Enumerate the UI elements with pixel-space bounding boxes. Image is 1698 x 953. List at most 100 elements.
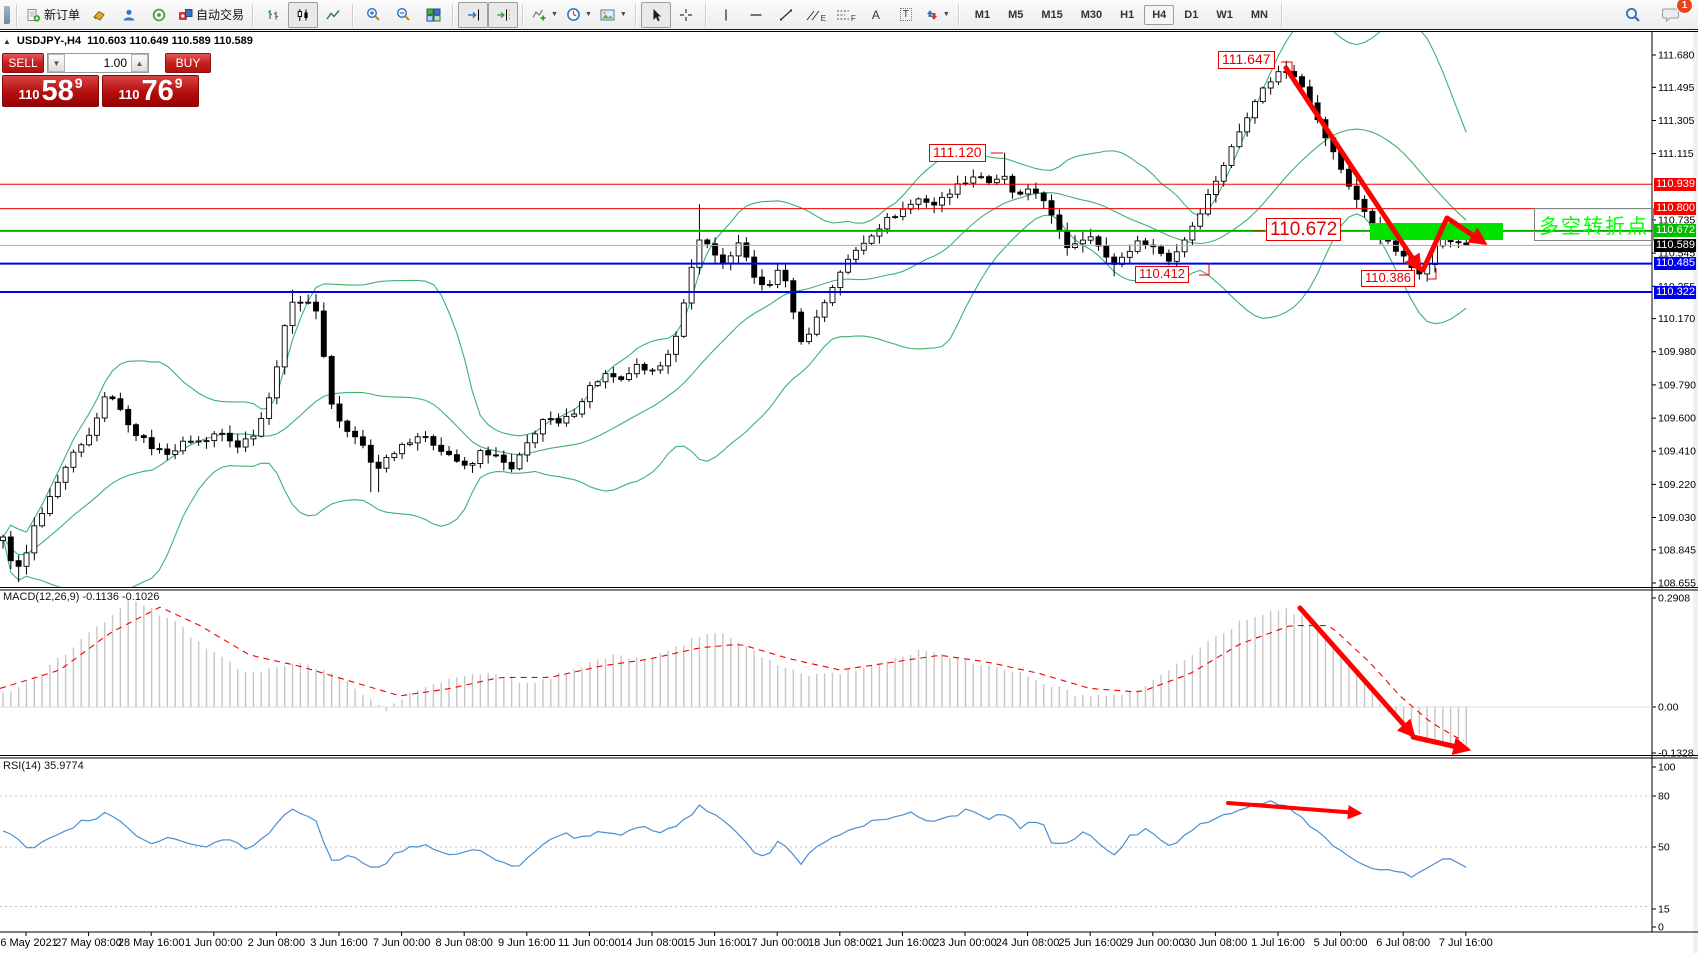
chevron-down-icon: ▼ xyxy=(584,11,592,18)
fibonacci-button[interactable]: F xyxy=(831,2,861,28)
buy-price-figure: 110 xyxy=(118,87,140,102)
sell-price-box[interactable]: 110 58 9 xyxy=(2,75,99,107)
tile-windows-icon xyxy=(426,8,441,22)
bollinger-middle-band xyxy=(2,128,1467,556)
chart-window[interactable]: 111.680 111.495 111.305 111.115 110.735 110.5… xyxy=(0,30,1698,953)
text-label-button[interactable]: T xyxy=(891,2,921,28)
zoom-in-button[interactable] xyxy=(358,2,388,28)
macd-tick-label: 0.2908 xyxy=(1658,593,1690,605)
styles-button[interactable] xyxy=(84,2,114,28)
autotrading-button[interactable]: 自动交易 xyxy=(174,2,248,28)
tab-timeframe-W1[interactable]: W1 xyxy=(1216,8,1233,21)
annotation-connector xyxy=(1281,61,1293,74)
buy-button[interactable]: BUY xyxy=(165,53,211,73)
zoom-out-button[interactable] xyxy=(388,2,418,28)
x-tick-label: 1 Jul 16:00 xyxy=(1251,937,1305,949)
x-tick-label: 8 Jun 08:00 xyxy=(435,937,493,949)
macd-tick-label: -0.1328 xyxy=(1658,748,1694,760)
y-tick-label: 108.845 xyxy=(1658,544,1696,556)
line-chart-button[interactable] xyxy=(318,2,348,28)
chevron-down-icon: ▼ xyxy=(551,11,558,18)
arrows-icon xyxy=(925,8,939,22)
tab-timeframe-H4[interactable]: H4 xyxy=(1144,4,1175,25)
fibonacci-sub-label: F xyxy=(850,13,856,23)
y-tick-label: 111.305 xyxy=(1658,115,1695,127)
tab-timeframe-M1[interactable]: M1 xyxy=(974,8,991,21)
chat-button[interactable]: 1 xyxy=(1656,0,1693,28)
bar-chart-button[interactable] xyxy=(258,2,288,28)
price-annotation-110.412[interactable]: 110.412 xyxy=(1135,266,1190,283)
news-icon xyxy=(152,8,166,22)
y-tick-label: 108.655 xyxy=(1658,578,1696,590)
volume-increase-button[interactable]: ▲ xyxy=(131,54,148,72)
macd-label: MACD(12,26,9) -0.1136 -0.1026 xyxy=(3,591,160,603)
auto-scroll-button[interactable] xyxy=(458,1,489,28)
tile-windows-button[interactable] xyxy=(418,2,448,28)
tab-timeframe-H1[interactable]: H1 xyxy=(1120,8,1135,21)
periods-button[interactable]: ▼ xyxy=(562,2,596,28)
text-button[interactable]: A xyxy=(861,2,891,28)
crosshair-button[interactable] xyxy=(671,2,701,28)
buy-price-box[interactable]: 110 76 9 xyxy=(102,75,199,107)
axis-badge-110.322: 110.322 xyxy=(1654,285,1696,299)
x-tick-label: 30 Jun 08:00 xyxy=(1184,937,1248,949)
new-order-button[interactable]: 新订单 xyxy=(22,2,84,28)
community-button[interactable] xyxy=(114,2,144,28)
tab-timeframe-D1[interactable]: D1 xyxy=(1184,8,1199,21)
y-tick-label: 111.495 xyxy=(1658,82,1695,94)
vertical-line-button[interactable] xyxy=(711,2,741,28)
tab-timeframe-M30[interactable]: M30 xyxy=(1080,8,1103,21)
news-button[interactable] xyxy=(144,2,174,28)
text-icon: A xyxy=(871,7,880,22)
toolbar-separator xyxy=(252,3,255,26)
horizontal-line-button[interactable] xyxy=(741,2,771,28)
trend-arrow[interactable] xyxy=(1226,801,1363,820)
rsi-tick-label: 100 xyxy=(1658,762,1676,774)
y-tick-label: 109.220 xyxy=(1658,479,1696,491)
x-tick-label: 29 Jun 00:00 xyxy=(1121,937,1185,949)
x-tick-label: 25 Jun 16:00 xyxy=(1058,937,1122,949)
indicators-button[interactable]: ▼ xyxy=(528,2,562,28)
candlestick-chart-button[interactable] xyxy=(288,1,319,28)
y-tick-label: 110.170 xyxy=(1658,313,1695,325)
trend-arrow[interactable] xyxy=(1297,605,1416,739)
turning-point-label[interactable]: 多空转折点 xyxy=(1534,208,1654,241)
price-annotation-111.120[interactable]: 111.120 xyxy=(929,144,986,162)
trend-arrow[interactable] xyxy=(1410,734,1472,755)
price-annotation-111.647[interactable]: 111.647 xyxy=(1218,51,1275,69)
volume-field[interactable]: 1.00 xyxy=(103,56,127,70)
right-strip xyxy=(1693,30,1698,953)
arrows-button[interactable]: ▼ xyxy=(921,2,954,28)
buy-price-point: 9 xyxy=(174,75,183,91)
trendline-button[interactable] xyxy=(771,2,801,28)
buy-price-pips: 76 xyxy=(141,75,174,108)
chevron-down-icon: ▼ xyxy=(942,11,950,18)
trend-arrow[interactable] xyxy=(1283,65,1422,273)
macd-tick-label: 0.00 xyxy=(1658,702,1679,714)
rsi-tick-label: 50 xyxy=(1658,842,1670,854)
template-icon xyxy=(600,8,616,22)
tab-timeframe-M15[interactable]: M15 xyxy=(1041,8,1063,21)
x-tick-label: 23 Jun 00:00 xyxy=(933,937,997,949)
y-tick-label: 111.680 xyxy=(1658,50,1695,62)
volume-decrease-button[interactable]: ▼ xyxy=(48,54,65,72)
trend-arrow[interactable] xyxy=(1420,215,1488,273)
x-tick-label: 11 Jun 00:00 xyxy=(558,937,621,949)
price-chart-canvas[interactable]: 111.680 111.495 111.305 111.115 110.735 110.5… xyxy=(0,30,1698,953)
tab-timeframe-MN[interactable]: MN xyxy=(1250,8,1268,21)
price-annotation-110.386[interactable]: 110.386 xyxy=(1361,270,1416,287)
chart-shift-button[interactable] xyxy=(488,1,519,28)
search-button[interactable] xyxy=(1618,2,1648,28)
cursor-button[interactable] xyxy=(640,1,671,28)
tab-timeframe-M5[interactable]: M5 xyxy=(1008,8,1024,21)
collapse-triangle-icon[interactable]: ▲ xyxy=(3,36,11,46)
toolbar-separator xyxy=(452,3,455,26)
sell-button[interactable]: SELL xyxy=(2,53,44,73)
price-annotation-110.672[interactable]: 110.672 xyxy=(1266,218,1342,242)
auto-scroll-icon xyxy=(466,8,481,22)
channel-button[interactable]: E xyxy=(801,2,831,28)
x-tick-label: 21 Jun 16:00 xyxy=(871,937,935,949)
template-button[interactable]: ▼ xyxy=(596,2,631,28)
axis-badge-110.800: 110.800 xyxy=(1654,202,1696,216)
sell-price-point: 9 xyxy=(74,75,83,91)
